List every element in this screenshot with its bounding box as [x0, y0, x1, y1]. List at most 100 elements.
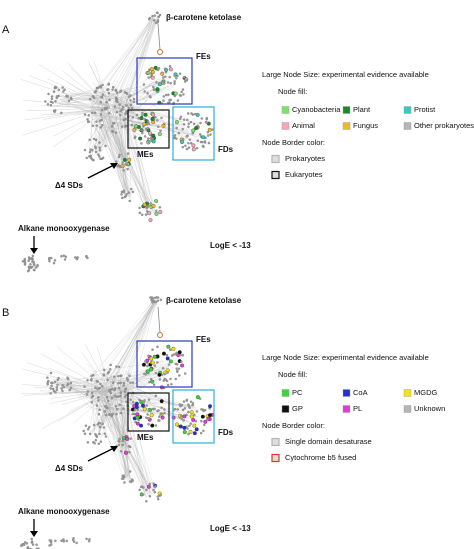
edge — [90, 373, 152, 495]
edge — [21, 390, 111, 394]
node — [122, 169, 125, 172]
edge — [97, 15, 153, 110]
edge — [92, 81, 111, 109]
node — [92, 96, 96, 99]
node — [120, 193, 123, 196]
node — [125, 400, 128, 404]
legend-swatch — [281, 389, 290, 397]
node — [148, 131, 152, 136]
node — [134, 405, 139, 410]
node — [93, 90, 97, 94]
arrow-head — [110, 446, 118, 452]
node — [62, 385, 66, 389]
legend-subtitle: Node Border color: — [262, 421, 325, 430]
legend-swatch — [342, 106, 351, 114]
node — [182, 430, 187, 435]
node — [94, 145, 97, 148]
node — [181, 145, 185, 149]
node — [119, 114, 122, 117]
node — [148, 494, 152, 498]
node — [150, 360, 155, 365]
edge — [125, 299, 156, 373]
node — [123, 390, 127, 394]
node — [203, 141, 207, 144]
node — [188, 138, 192, 141]
network — [19, 296, 214, 549]
edge — [22, 384, 111, 392]
edge — [26, 107, 111, 111]
edge — [125, 114, 153, 214]
node — [120, 190, 124, 194]
node — [52, 261, 56, 265]
node — [89, 154, 92, 157]
node — [173, 82, 176, 85]
node — [131, 190, 135, 194]
node — [56, 94, 59, 98]
node — [200, 117, 204, 120]
legend-title: Large Node Size: experimental evidence a… — [262, 70, 429, 79]
node — [140, 142, 143, 145]
node — [113, 105, 117, 108]
node — [124, 194, 128, 198]
node — [30, 265, 34, 269]
node — [157, 125, 160, 128]
node — [167, 363, 171, 366]
annotation: FEs — [196, 335, 211, 344]
node — [182, 400, 186, 403]
node — [69, 386, 73, 390]
legend-swatch — [403, 106, 412, 114]
node — [114, 160, 118, 163]
node — [125, 192, 128, 196]
fes-box — [136, 340, 193, 388]
node — [114, 88, 117, 92]
node — [174, 352, 177, 356]
edge — [92, 395, 100, 435]
node — [117, 440, 120, 443]
node — [150, 379, 155, 384]
node — [119, 450, 123, 453]
edge — [78, 90, 111, 109]
edge — [87, 91, 111, 109]
node — [94, 438, 98, 442]
edge — [81, 352, 111, 392]
legend-label: CoA — [353, 388, 368, 397]
node — [173, 74, 176, 78]
node — [143, 90, 146, 93]
node — [63, 88, 66, 91]
node — [166, 371, 169, 374]
node — [152, 354, 157, 359]
node — [36, 264, 39, 268]
node — [98, 425, 102, 429]
legend-label: Prokaryotes — [285, 154, 325, 163]
node — [123, 481, 126, 484]
node — [191, 418, 196, 422]
node — [144, 373, 147, 376]
node — [161, 366, 165, 370]
node — [133, 124, 138, 129]
node — [149, 67, 154, 72]
node — [91, 373, 95, 377]
edge — [157, 23, 161, 51]
node — [52, 90, 56, 94]
node — [111, 412, 114, 416]
node — [113, 394, 117, 398]
edge — [50, 390, 111, 404]
edge — [126, 88, 132, 197]
legend-label: Protist — [414, 105, 436, 114]
node — [125, 393, 128, 396]
node — [121, 477, 125, 480]
edge — [52, 107, 111, 137]
node — [151, 348, 154, 351]
node — [34, 266, 38, 269]
node — [154, 394, 157, 398]
node — [106, 406, 109, 410]
node — [107, 91, 111, 95]
node — [101, 93, 105, 96]
edge — [84, 343, 111, 392]
node — [178, 374, 181, 377]
edge — [128, 88, 199, 135]
node — [95, 404, 99, 407]
edge — [112, 116, 197, 135]
node — [154, 21, 158, 25]
annotation: Δ4 SDs — [55, 181, 84, 190]
